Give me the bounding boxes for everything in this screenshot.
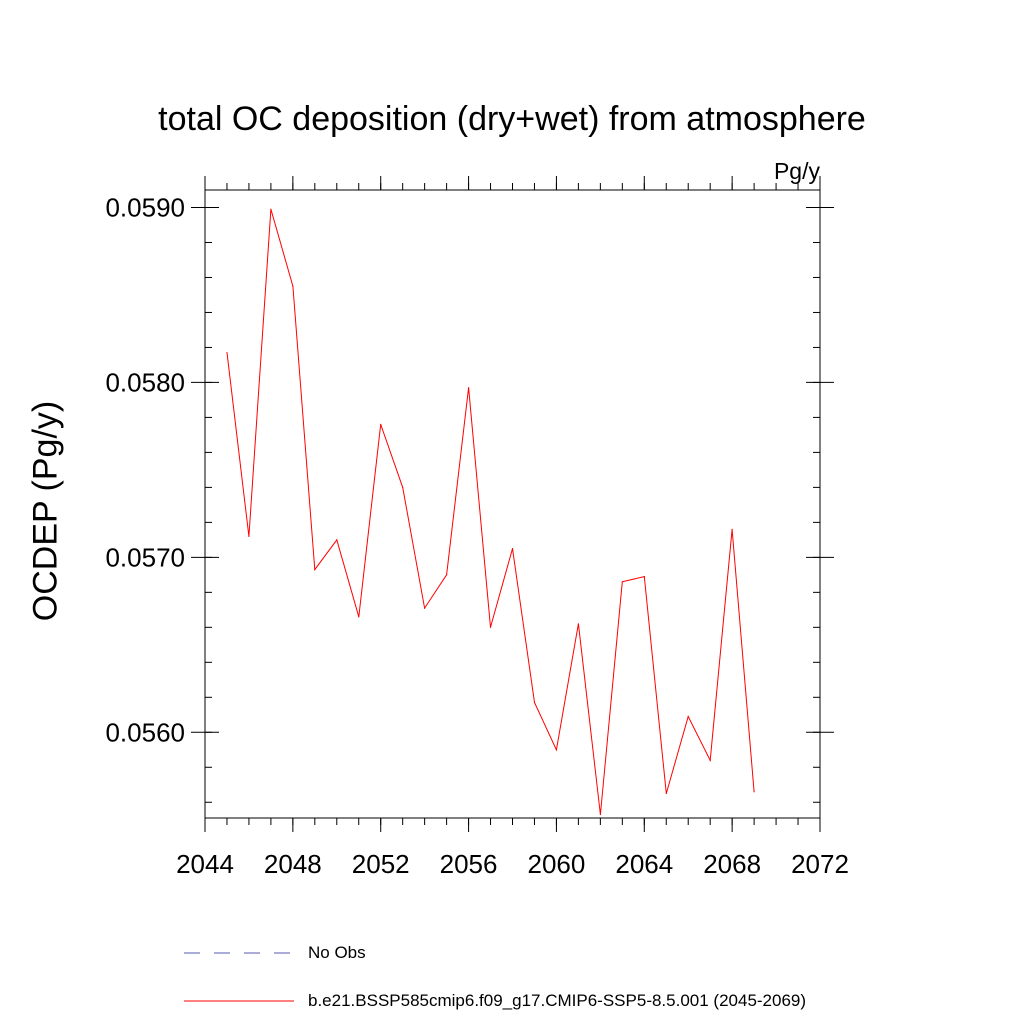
y-tick-label: 0.0570 (105, 542, 185, 572)
data-point (665, 792, 667, 795)
data-point (358, 616, 360, 618)
data-point (577, 623, 579, 625)
data-point (248, 535, 250, 537)
data-point (424, 607, 426, 609)
data-point (753, 791, 755, 793)
data-point (380, 423, 382, 426)
x-tick-label: 2060 (528, 849, 586, 879)
chart-title: total OC deposition (dry+wet) from atmos… (158, 100, 866, 138)
legend-label-no-obs: No Obs (308, 943, 366, 962)
data-point (687, 715, 689, 718)
data-point (336, 539, 338, 541)
y-tick-label: 0.0560 (105, 717, 185, 747)
y-tick-label: 0.0580 (105, 367, 185, 397)
data-point (511, 548, 514, 550)
data-point (489, 626, 492, 628)
series-line (226, 209, 755, 815)
data-point (533, 701, 536, 704)
legend-label-model: b.e21.BSSP585cmip6.f09_g17.CMIP6-SSP5-8.… (308, 991, 807, 1010)
y-tick-label: 0.0590 (105, 192, 185, 222)
data-point (292, 285, 294, 287)
x-tick-label: 2056 (440, 849, 498, 879)
x-tick-label: 2064 (615, 849, 673, 879)
data-point (467, 387, 470, 389)
data-point (226, 352, 228, 354)
data-point (621, 581, 623, 583)
data-point (314, 568, 316, 571)
x-tick-label: 2052 (352, 849, 410, 879)
x-tick-label: 2048 (264, 849, 322, 879)
data-point (731, 528, 733, 530)
data-point (555, 749, 558, 751)
x-tick-label: 2044 (176, 849, 234, 879)
x-tick-label: 2072 (791, 849, 849, 879)
data-point (270, 208, 272, 210)
plot-frame (204, 189, 821, 819)
x-tick-label: 2068 (703, 849, 761, 879)
data-point (599, 813, 601, 816)
data-point (709, 759, 711, 761)
data-point (643, 575, 645, 578)
data-point (446, 574, 448, 576)
data-point (402, 486, 404, 488)
units-label: Pg/y (773, 158, 820, 184)
